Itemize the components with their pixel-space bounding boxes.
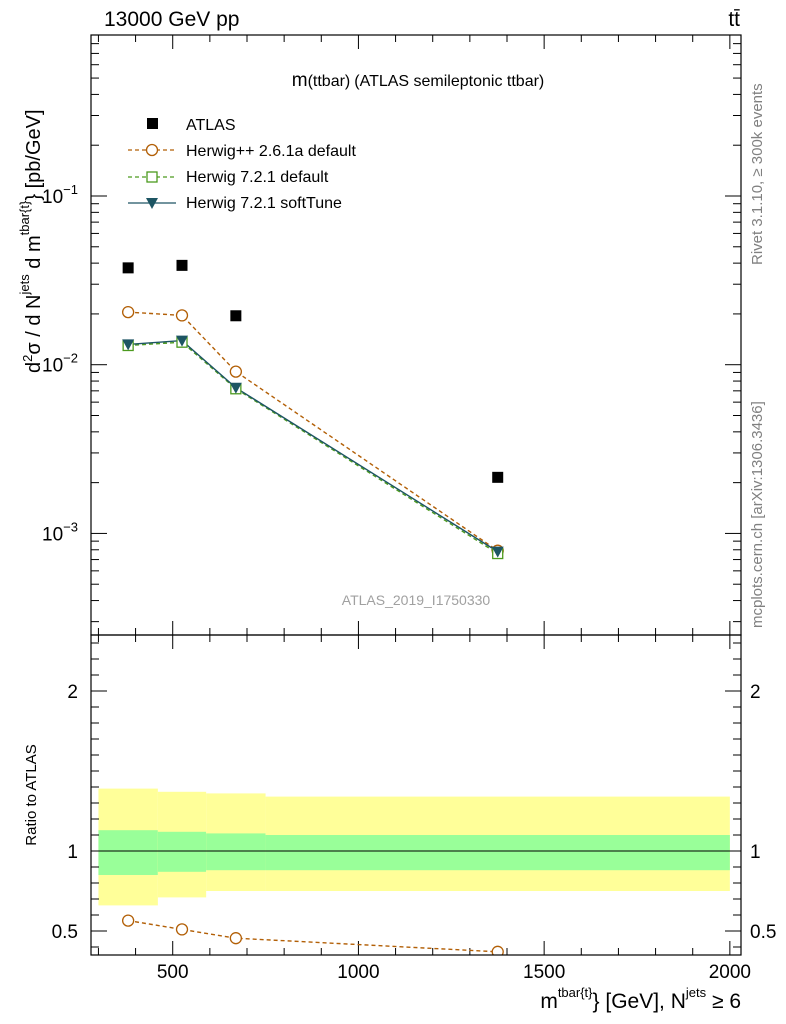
xlabel-ge6: ≥ 6 xyxy=(706,990,741,1013)
main-panel: 10−310−210−1 m(ttbar) (ATLAS semileptonic… xyxy=(17,34,742,636)
plot-title: m(ttbar) (ATLAS semileptonic ttbar) xyxy=(292,70,545,91)
ratio-stat-uncertainty-band xyxy=(265,835,730,871)
ratio-frame xyxy=(90,634,742,956)
x-axis-label: mtbar{t}} [GeV], Njets ≥ 6 xyxy=(540,985,741,1013)
main-y-tick-exponent: −3 xyxy=(63,519,78,534)
main-y-tick-base: 10 xyxy=(42,187,63,208)
ratio-x-tick-labels: 500 1000 1500 2000 xyxy=(157,962,751,983)
legend-entry-herwig7-default: Herwig 7.2.1 default xyxy=(128,169,329,186)
series-line-1 xyxy=(128,311,499,552)
ratio-series-lines xyxy=(127,919,498,953)
rivet-label: Rivet 3.1.10, ≥ 300k events xyxy=(749,83,766,265)
data-point-atlas xyxy=(492,471,504,483)
plot-title-rest: (ATLAS semileptonic ttbar) xyxy=(354,73,544,90)
legend-marker-triangle-down xyxy=(146,198,158,209)
x-tick-label: 1000 xyxy=(337,962,379,983)
main-y-tick-label: 10−1 xyxy=(42,182,78,208)
data-point-atlas xyxy=(176,259,188,271)
ylabel-sup-tbart: tbar{t} xyxy=(17,200,32,235)
ratio-uncertainty-bands xyxy=(98,788,730,906)
ratio-y-axis-label: Ratio to ATLAS xyxy=(23,744,40,845)
data-point-herwigpp xyxy=(229,365,243,378)
series-line-3 xyxy=(128,339,499,553)
ylabel-d: d xyxy=(23,362,45,373)
legend-marker-square-open xyxy=(146,171,158,183)
legend-label-herwig7-softtune: Herwig 7.2.1 softTune xyxy=(186,195,342,212)
legend-label-herwigpp: Herwig++ 2.6.1a default xyxy=(186,143,356,160)
legend-entry-herwigpp: Herwig++ 2.6.1a default xyxy=(128,143,356,160)
data-point-herwigpp xyxy=(121,305,135,319)
legend-entry-atlas: ATLAS xyxy=(147,117,236,134)
xlabel-gev: } [GeV], N xyxy=(593,990,686,1013)
xlabel-sup-tbart: tbar{t} xyxy=(558,985,593,1000)
main-y-tick-labels: 10−310−210−1 xyxy=(42,182,78,545)
ratio-stat-uncertainty-band xyxy=(157,831,207,872)
ratio-panel: 0.5 0.5 1 1 2 2 500 1000 1500 2000 Ratio to ATLA… xyxy=(23,634,777,1013)
main-axis-ticks xyxy=(91,34,741,635)
main-y-tick-base: 10 xyxy=(42,356,63,377)
ratio-stat-uncertainty-band xyxy=(98,830,158,875)
analysis-label: ATLAS_2019_I1750330 xyxy=(342,592,491,608)
ratio-point-herwigpp xyxy=(229,932,243,945)
main-y-tick-label: 10−3 xyxy=(42,519,78,545)
ratio-y-tick-labels: 0.5 0.5 1 1 2 2 xyxy=(52,682,777,943)
legend-entry-herwig7-softtune: Herwig 7.2.1 softTune xyxy=(128,195,342,212)
data-point-herwigpp xyxy=(175,309,189,322)
ylabel-dm: d m xyxy=(23,235,45,274)
process-label: tt̄ xyxy=(728,8,740,31)
plot-title-m: m xyxy=(292,70,308,91)
ratio-y-tick-label-left: 2 xyxy=(67,682,78,703)
x-tick-label: 1500 xyxy=(523,962,565,983)
ylabel-sup-jets: jets xyxy=(17,274,32,296)
ratio-y-tick-label-left: 0.5 xyxy=(52,922,78,943)
energy-label: 13000 GeV pp xyxy=(104,8,239,31)
main-y-tick-label: 10−2 xyxy=(42,351,78,377)
ylabel-sigma: σ / d N xyxy=(23,295,45,355)
ratio-y-tick-label-right: 1 xyxy=(750,842,761,863)
data-point-atlas xyxy=(230,310,242,322)
ratio-axis-ticks xyxy=(91,635,741,955)
data-point-herwig7-softtune xyxy=(229,382,242,394)
data-point-herwig7-softtune xyxy=(176,335,188,347)
ratio-y-tick-label-right: 0.5 xyxy=(750,922,776,943)
ratio-y-tick-label-right: 2 xyxy=(750,682,761,703)
plot-title-paren: (ttbar) xyxy=(308,73,351,90)
ratio-y-tick-label-left: 1 xyxy=(67,842,78,863)
legend-marker-square-filled xyxy=(147,118,158,129)
xlabel-m: m xyxy=(540,990,558,1013)
ratio-series-points xyxy=(121,914,504,955)
ratio-point-herwigpp xyxy=(491,945,504,955)
legend-label-herwig7-default: Herwig 7.2.1 default xyxy=(186,169,329,186)
data-point-herwig7-softtune xyxy=(491,546,504,558)
legend-marker-circle xyxy=(145,143,159,157)
x-tick-label: 2000 xyxy=(709,962,751,983)
main-series-lines xyxy=(128,311,499,555)
ratio-series-line-0 xyxy=(127,919,498,953)
ylabel-sup-2: 2 xyxy=(20,355,35,362)
main-series-points xyxy=(121,259,504,560)
main-y-tick-exponent: −1 xyxy=(63,182,78,197)
xlabel-sup-jets: jets xyxy=(685,985,707,1000)
x-tick-label: 500 xyxy=(157,962,189,983)
main-y-axis-label: d2σ / d Njets d mtbar{t}} [pb/GeV] xyxy=(17,109,45,373)
ratio-point-herwigpp xyxy=(175,923,189,936)
ratio-point-herwigpp xyxy=(121,914,135,927)
ratio-stat-uncertainty-band xyxy=(206,833,266,871)
legend-label-atlas: ATLAS xyxy=(186,117,236,134)
data-point-herwig7-softtune xyxy=(122,339,135,351)
mcplots-label: mcplots.cern.ch [arXiv:1306.3436] xyxy=(749,401,766,628)
legend: ATLAS Herwig++ 2.6.1a default Herwig 7.2… xyxy=(128,117,356,212)
data-point-atlas xyxy=(122,262,134,274)
ylabel-unit: } [pb/GeV] xyxy=(23,109,45,200)
series-line-2 xyxy=(128,341,499,555)
main-y-tick-exponent: −2 xyxy=(63,351,78,366)
main-y-tick-base: 10 xyxy=(42,524,63,545)
